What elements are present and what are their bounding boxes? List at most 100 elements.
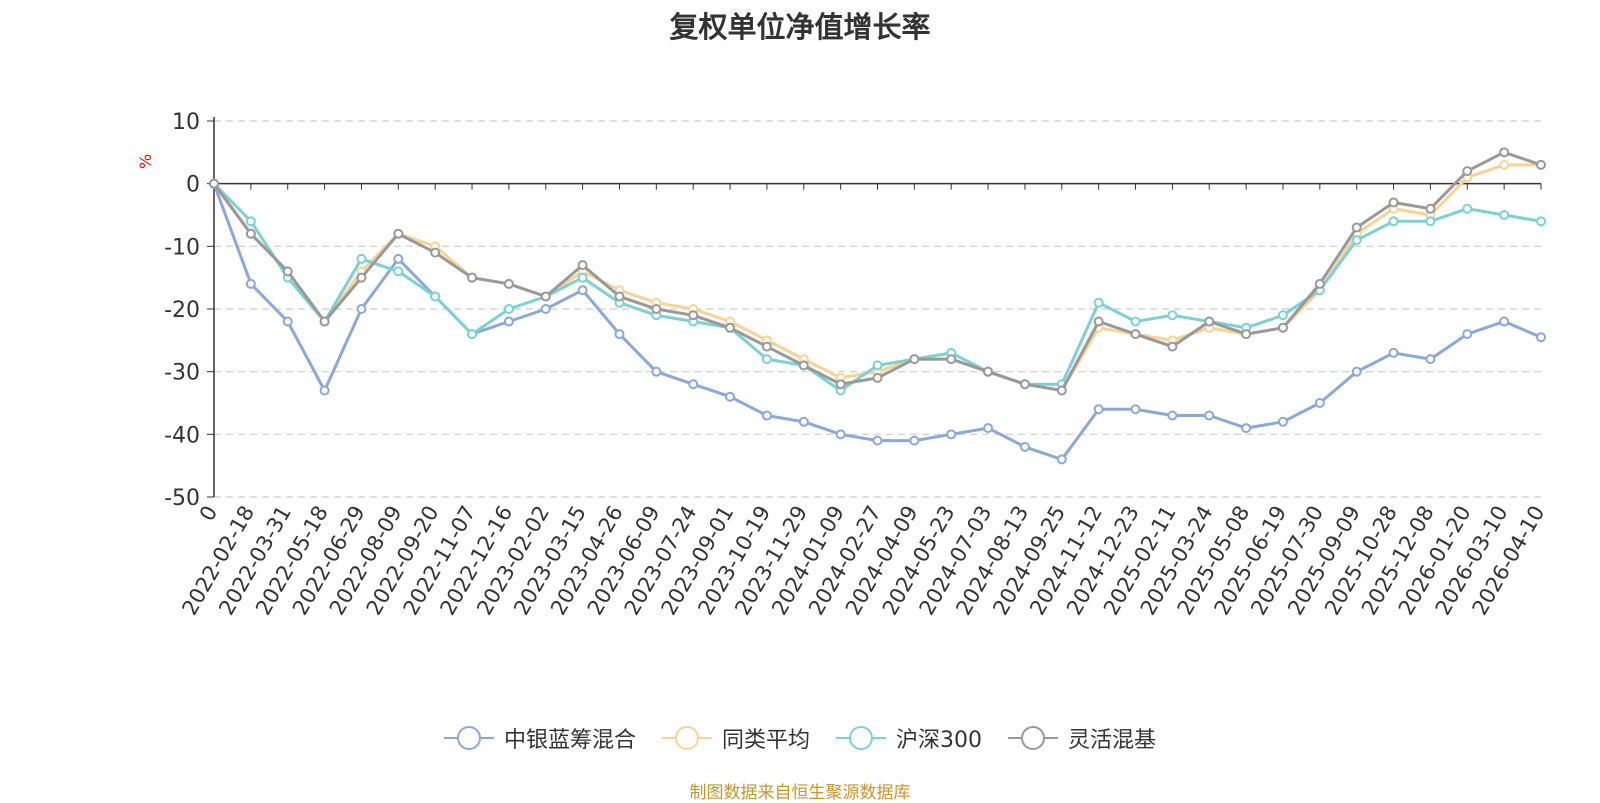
legend-item-hs300[interactable]: 沪深300 — [836, 722, 982, 754]
series-line-2 — [212, 163, 1541, 392]
data-point — [1499, 159, 1510, 170]
data-point — [1499, 147, 1510, 158]
data-point — [835, 379, 846, 390]
data-point — [1351, 235, 1362, 246]
data-point — [503, 278, 514, 289]
data-point — [540, 291, 551, 302]
data-point — [946, 429, 957, 440]
x-tick-label: 0 — [195, 502, 222, 526]
data-point — [467, 329, 478, 340]
data-point — [540, 304, 551, 314]
data-point — [798, 360, 809, 371]
chart-title: 复权单位净值增长率 — [669, 10, 931, 44]
data-point — [835, 429, 846, 440]
y-tick-label: 10 — [172, 110, 200, 135]
data-point — [245, 278, 256, 289]
data-point — [1536, 332, 1546, 343]
data-point — [1277, 322, 1288, 333]
data-point — [245, 228, 256, 239]
data-point — [688, 379, 699, 390]
data-point — [577, 285, 588, 296]
y-tick-label: -30 — [164, 361, 200, 386]
data-point — [1093, 297, 1104, 308]
data-point — [946, 354, 957, 365]
data-point — [1462, 203, 1473, 214]
data-point — [1314, 398, 1325, 408]
data-point — [1425, 203, 1436, 214]
data-point — [798, 416, 809, 427]
data-point — [356, 304, 367, 314]
y-tick-label: 0 — [186, 173, 200, 198]
data-point — [1167, 410, 1178, 421]
legend-item-zhongyin[interactable]: 中银蓝筹混合 — [443, 722, 636, 754]
legend-marker-icon — [661, 726, 712, 750]
data-point — [872, 360, 883, 371]
y-tick-label: -20 — [164, 298, 200, 323]
data-point — [577, 272, 588, 283]
series-line-3 — [212, 182, 1542, 392]
data-point — [1130, 329, 1141, 340]
data-point — [1462, 329, 1473, 340]
data-point — [1388, 216, 1399, 227]
y-tick-label: -50 — [164, 486, 200, 511]
data-point — [1425, 354, 1436, 365]
data-point — [577, 260, 588, 271]
data-point — [393, 228, 404, 239]
data-point — [393, 253, 404, 264]
data-point — [1536, 216, 1546, 227]
data-point — [1167, 341, 1178, 352]
legend-marker-icon — [1008, 726, 1058, 750]
legend-label: 沪深300 — [896, 728, 982, 753]
data-point — [282, 316, 293, 327]
data-point — [872, 435, 883, 446]
data-point — [1019, 441, 1030, 452]
legend-marker-icon — [443, 726, 494, 750]
legend: 中银蓝筹混合 同类平均 沪深300 灵活混基 — [0, 722, 1600, 754]
data-point — [614, 291, 625, 302]
data-point — [1093, 316, 1104, 327]
data-point — [1351, 222, 1362, 233]
data-point — [1499, 316, 1510, 327]
data-point — [1499, 210, 1510, 220]
data-point — [725, 322, 736, 333]
legend-label: 灵活混基 — [1068, 728, 1157, 753]
data-point — [651, 366, 662, 377]
legend-label: 同类平均 — [721, 728, 810, 753]
y-tick-label: -40 — [164, 423, 200, 448]
data-point — [983, 423, 994, 434]
data-point — [909, 435, 920, 446]
data-point — [725, 391, 736, 402]
legend-item-peer-average[interactable]: 同类平均 — [661, 722, 810, 754]
data-point — [430, 247, 441, 258]
data-point — [1314, 278, 1325, 289]
data-point — [319, 385, 330, 396]
data-point — [1277, 310, 1288, 321]
data-point — [614, 329, 625, 340]
data-point — [1462, 166, 1473, 177]
data-point — [282, 266, 293, 277]
data-point — [430, 291, 441, 302]
legend-label: 中银蓝筹混合 — [503, 728, 636, 753]
data-point — [1388, 347, 1399, 358]
data-point — [1204, 410, 1215, 421]
data-point — [467, 272, 478, 283]
data-point — [1351, 366, 1362, 377]
data-point — [1056, 385, 1067, 396]
data-point — [1093, 404, 1104, 415]
data-point — [1388, 197, 1399, 208]
data-point — [1277, 416, 1288, 427]
data-point — [1241, 423, 1252, 434]
data-point — [1241, 329, 1252, 340]
data-point — [245, 216, 256, 227]
data-point — [209, 178, 219, 189]
legend-marker-icon — [836, 726, 886, 750]
data-point — [761, 341, 772, 352]
data-point — [651, 304, 662, 314]
data-point — [1536, 159, 1546, 170]
legend-item-flexible-mixed[interactable]: 灵活混基 — [1008, 722, 1156, 754]
data-point — [1167, 310, 1178, 321]
data-point — [1056, 454, 1067, 465]
data-point — [872, 372, 883, 383]
data-point — [393, 266, 404, 277]
